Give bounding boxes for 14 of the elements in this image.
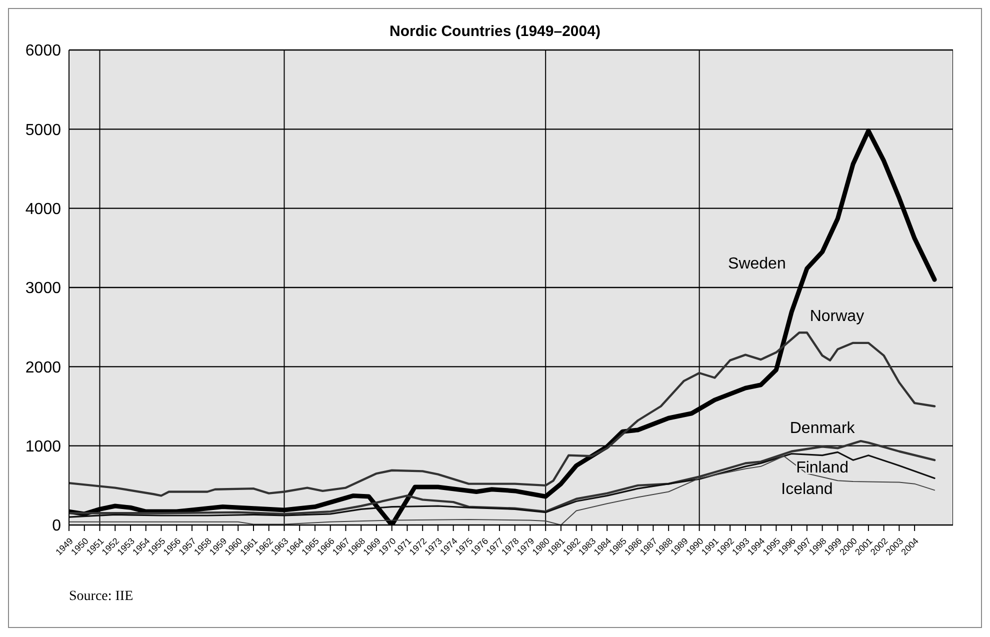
- y-tick-label: 6000: [25, 42, 62, 60]
- series-label: Sweden: [728, 256, 786, 273]
- y-tick-label: 1000: [25, 438, 62, 456]
- series-label: Norway: [810, 308, 864, 325]
- y-tick-label: 5000: [25, 122, 62, 139]
- series-label: Denmark: [790, 420, 856, 437]
- y-tick-label: 2000: [25, 359, 62, 376]
- chart-title: Nordic Countries (1949–2004): [388, 23, 602, 40]
- series-label: Iceland: [781, 480, 833, 498]
- series-label: Finland: [796, 460, 849, 477]
- y-tick-label: 4000: [25, 201, 62, 218]
- y-tick-label: 3000: [25, 280, 62, 298]
- y-tick-label: 0: [52, 518, 62, 535]
- source-note: Source: IIE: [69, 589, 134, 605]
